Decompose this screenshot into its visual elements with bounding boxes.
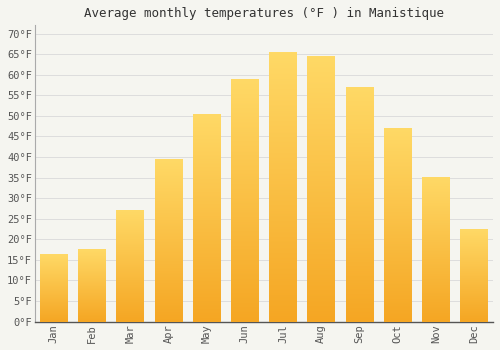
Bar: [384, 128, 411, 322]
Bar: [308, 56, 335, 322]
Bar: [422, 177, 450, 322]
Bar: [460, 229, 487, 322]
Bar: [193, 114, 220, 322]
Bar: [231, 79, 258, 322]
Bar: [269, 52, 296, 322]
Bar: [40, 254, 68, 322]
Bar: [154, 159, 182, 322]
Title: Average monthly temperatures (°F ) in Manistique: Average monthly temperatures (°F ) in Ma…: [84, 7, 444, 20]
Bar: [346, 87, 373, 322]
Bar: [116, 210, 144, 322]
Bar: [78, 250, 106, 322]
